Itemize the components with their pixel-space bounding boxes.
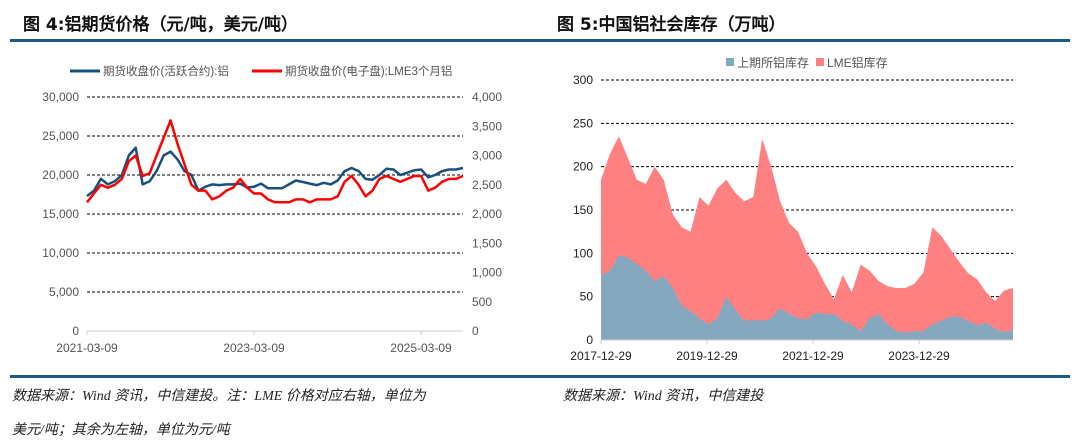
y-left-tick-label: 10,000 — [42, 246, 79, 260]
y-right-tick-label: 2,000 — [472, 207, 502, 221]
y-right-tick-label: 3,000 — [472, 149, 502, 163]
x-tick-label: 2021-12-29 — [782, 349, 844, 363]
y-tick-label: 200 — [573, 160, 593, 174]
y-tick-label: 0 — [586, 333, 593, 347]
figure4-title: 图 4:铝期货价格（元/吨，美元/吨） — [23, 15, 298, 35]
y-left-tick-label: 30,000 — [42, 90, 79, 104]
top-divider — [10, 39, 1070, 42]
legend-shfe-label: 上期所铝库存 — [737, 55, 809, 70]
shfe-inventory-area — [601, 255, 1013, 340]
figure4-source-line2: 美元/吨；其余为左轴，单位为元/吨 — [12, 423, 230, 438]
legend-lme-label: 期货收盘价(电子盘):LME3个月铝 — [285, 64, 452, 78]
shfe-price-line — [86, 146, 464, 198]
x-tick-label: 2025-03-09 — [390, 341, 452, 355]
legend-shfe-label: 期货收盘价(活跃合约):铝 — [103, 64, 229, 78]
y-tick-label: 150 — [573, 203, 593, 217]
y-left-tick-label: 20,000 — [42, 168, 79, 182]
x-tick-label: 2023-12-29 — [888, 349, 950, 363]
y-right-tick-label: 2,500 — [472, 178, 502, 192]
y-right-tick-label: 4,000 — [472, 90, 502, 104]
x-tick-label: 2019-12-29 — [676, 349, 738, 363]
lme-price-line — [86, 119, 464, 204]
y-tick-label: 100 — [573, 246, 593, 260]
y-right-tick-label: 3,500 — [472, 119, 502, 133]
y-left-tick-label: 0 — [72, 324, 79, 338]
figure5-title: 图 5:中国铝社会库存（万吨） — [557, 15, 786, 35]
y-tick-label: 250 — [573, 116, 593, 130]
figure5-source: 数据来源：Wind 资讯，中信建投 — [563, 389, 764, 404]
x-tick-label: 2017-12-29 — [570, 349, 632, 363]
legend-shfe-swatch — [726, 58, 734, 66]
legend-lme-label: LME铝库存 — [827, 55, 888, 70]
y-right-tick-label: 0 — [472, 324, 479, 338]
y-right-tick-label: 1,000 — [472, 266, 502, 280]
y-tick-label: 300 — [573, 73, 593, 87]
y-right-tick-label: 1,500 — [472, 236, 502, 250]
y-left-tick-label: 25,000 — [42, 129, 79, 143]
figure4-source-line1: 数据来源：Wind 资讯，中信建投。注：LME 价格对应右轴，单位为 — [12, 389, 426, 404]
y-tick-label: 50 — [580, 290, 594, 304]
y-left-tick-label: 5,000 — [49, 285, 79, 299]
bottom-divider — [10, 375, 1070, 378]
lme-inventory-area — [601, 136, 1013, 340]
x-tick-label: 2023-03-09 — [223, 341, 285, 355]
y-left-tick-label: 15,000 — [42, 207, 79, 221]
y-right-tick-label: 500 — [472, 295, 492, 309]
legend-lme-swatch — [816, 58, 824, 66]
x-tick-label: 2021-03-09 — [56, 341, 118, 355]
